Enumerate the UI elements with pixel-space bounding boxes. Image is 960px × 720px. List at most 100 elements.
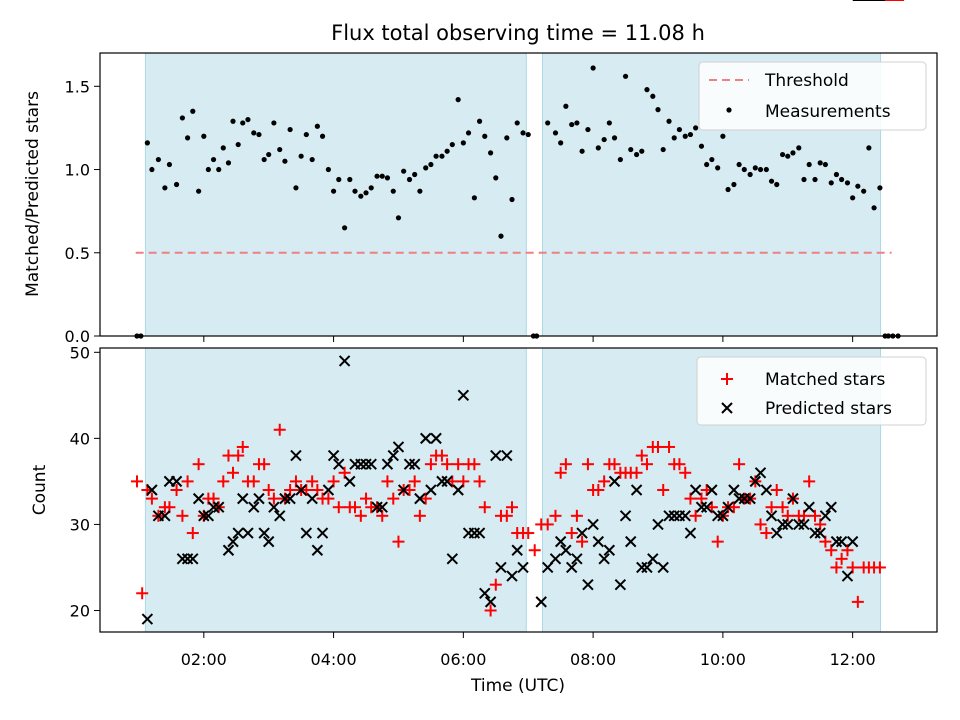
measurement-point (406, 176, 413, 183)
measurement-point (444, 148, 450, 154)
matched-star-point (689, 509, 702, 522)
x-tick-label: 10:00 (700, 650, 746, 669)
matched-star-point (181, 475, 194, 488)
measurement-point (660, 146, 666, 153)
predicted-star-point (242, 527, 254, 539)
predicted-star-point (479, 587, 491, 599)
predicted-star-point (700, 501, 713, 513)
predicted-star-point (295, 484, 307, 496)
matched-star-point (381, 475, 394, 488)
top-panel: 0.0 0.5 1.0 1.5 Matched/Predicted stars Thr… (23, 52, 938, 346)
predicted-star-point (819, 510, 832, 522)
measurement-point (504, 135, 510, 141)
matched-star-point (592, 484, 605, 496)
measurement-point (682, 133, 688, 139)
measurement-point (763, 166, 769, 173)
predicted-star-point (202, 510, 215, 522)
measurement-point (812, 176, 818, 183)
predicted-star-point (446, 553, 459, 565)
predicted-star-point (253, 492, 265, 505)
matched-star-point (657, 484, 670, 496)
predicted-star-point (258, 527, 270, 539)
matched-star-point (217, 475, 230, 488)
predicted-star-point (608, 475, 621, 488)
matched-star-point (247, 475, 260, 488)
matched-legend-label: Matched stars (765, 370, 885, 390)
measurement-point (465, 130, 472, 136)
measurement-point (266, 151, 272, 158)
x-tick-label: 02:00 (181, 650, 227, 669)
predicted-star-point (387, 449, 399, 462)
measurement-point (785, 153, 791, 159)
matched-star-point (176, 509, 189, 522)
measurement-point (639, 148, 645, 154)
matched-star-point (760, 527, 773, 540)
top-panel-frame (99, 52, 938, 337)
predicted-star-point (222, 544, 235, 556)
measurement-point (201, 133, 207, 139)
measurement-point (144, 140, 150, 146)
measurement-point (256, 131, 262, 138)
predicted-star-point (300, 527, 313, 539)
predicted-star-point (549, 553, 562, 565)
top-legend: Threshold Measurements (698, 61, 927, 131)
predicted-star-point (284, 492, 296, 505)
predicted-star-point (333, 458, 345, 470)
matched-star-point (348, 501, 361, 514)
matched-star-point (192, 458, 205, 471)
measurement-point (725, 186, 731, 193)
predicted-star-point (603, 544, 616, 556)
measurement-point (606, 120, 612, 126)
measurement-point (277, 146, 283, 153)
measurement-point (644, 87, 650, 93)
measurement-point (374, 173, 380, 179)
matched-star-point (635, 449, 648, 462)
measurement-point (498, 233, 504, 239)
predicted-star-point (397, 484, 410, 496)
predicted-star-point (619, 510, 632, 522)
predicted-star-point (744, 492, 756, 505)
matched-star-point (306, 475, 319, 488)
matched-star-point (506, 501, 519, 514)
predicted-star-point (355, 458, 367, 470)
predicted-star-point (749, 475, 762, 488)
predicted-star-point (663, 510, 675, 522)
matched-star-point (528, 544, 541, 557)
measurement-point (368, 185, 374, 191)
predicted-star-point (360, 458, 372, 470)
measurement-point (709, 156, 715, 163)
matched-star-point (354, 509, 367, 522)
measurement-point (650, 93, 656, 99)
matched-star-point (652, 440, 664, 453)
measurement-point (184, 135, 191, 141)
measurement-point (205, 166, 211, 173)
predicted-star-point (198, 510, 210, 522)
measurement-point (801, 176, 807, 183)
matched-star-point (835, 552, 848, 565)
measurement-point (704, 161, 710, 168)
predicted-star-point (279, 492, 291, 505)
matched-star-point (754, 518, 767, 531)
measurement-point (622, 73, 629, 79)
matched-star-point (130, 475, 143, 488)
measurement-point (428, 161, 434, 168)
predicted-star-point (414, 492, 426, 505)
measurement-point (666, 118, 672, 124)
measurement-point (471, 195, 477, 201)
measurement-point (319, 133, 326, 139)
measurement-point (828, 180, 834, 186)
threshold-legend-label: Threshold (764, 71, 849, 91)
measurement-point (817, 160, 823, 166)
measurement-point (417, 188, 423, 194)
predicted-star-point (841, 570, 854, 582)
measurement-point (563, 103, 569, 109)
measurement-point (552, 130, 559, 136)
matched-star-point (576, 535, 589, 548)
bottom-y-tick-label: 30 (70, 515, 90, 534)
measurement-point (476, 118, 483, 124)
predicted-star-point (679, 510, 691, 522)
predicted-star-point (322, 484, 335, 496)
bottom-panel-frame (99, 347, 938, 633)
predicted-star-point (501, 449, 513, 462)
predicted-star-point (232, 527, 244, 539)
